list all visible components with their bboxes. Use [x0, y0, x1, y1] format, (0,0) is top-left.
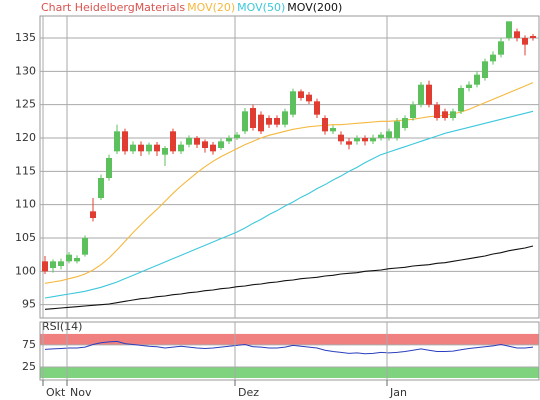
- y-tick-label: 105: [15, 231, 36, 244]
- candle-body: [434, 104, 440, 118]
- candle-body: [42, 261, 48, 272]
- candle-body: [442, 111, 448, 118]
- candle-body: [202, 141, 208, 148]
- candle-body: [162, 148, 168, 155]
- candle-body: [458, 88, 464, 112]
- candle-body: [186, 138, 192, 145]
- y-tick-label: 120: [15, 131, 36, 144]
- candle-body: [330, 128, 336, 132]
- chart-title: Chart HeidelbergMaterials: [41, 1, 185, 14]
- candle-body: [258, 114, 264, 132]
- candle-body: [354, 138, 360, 142]
- candle-body: [426, 84, 432, 105]
- x-tick-label: Nov: [70, 386, 92, 399]
- candle-body: [338, 134, 344, 142]
- candle-body: [402, 118, 408, 128]
- candle-body: [482, 61, 488, 78]
- candle-body: [274, 118, 280, 125]
- candle-body: [58, 261, 64, 266]
- candle-body: [170, 131, 176, 152]
- candle-body: [138, 144, 144, 152]
- candle-body: [362, 138, 368, 142]
- candle-body: [298, 91, 304, 98]
- y-tick-label: 110: [15, 198, 36, 211]
- moving-average-line: [44, 110, 534, 299]
- y-tick-label: 125: [15, 98, 36, 111]
- candle-body: [178, 144, 184, 152]
- y-tick-label: 130: [15, 64, 36, 77]
- candle-body: [146, 144, 152, 152]
- candle-body: [506, 21, 512, 38]
- candle-body: [290, 91, 296, 115]
- legend-entry: MOV(20): [187, 1, 235, 14]
- y-tick-label: 100: [15, 264, 36, 277]
- candle-body: [514, 31, 520, 38]
- candle-body: [194, 138, 200, 145]
- candle-body: [498, 41, 504, 55]
- candle-body: [410, 104, 416, 118]
- candle-body: [306, 94, 312, 102]
- candle-body: [490, 54, 496, 62]
- candle-body: [154, 144, 160, 152]
- candle-body: [386, 131, 392, 138]
- panel-title: RSI(14): [42, 320, 82, 333]
- x-tick-label: Okt: [46, 386, 66, 399]
- candle-body: [266, 118, 272, 125]
- y-tick-label: 25: [22, 360, 36, 373]
- candle-body: [466, 84, 472, 88]
- rsi-line: [44, 340, 534, 355]
- candle-body: [282, 111, 288, 125]
- candle-body: [122, 131, 128, 152]
- candle-body: [218, 141, 224, 148]
- candle-body: [66, 254, 72, 262]
- x-tick-label: Jan: [389, 386, 407, 399]
- candle-body: [50, 261, 56, 268]
- legend-entry: MOV(200): [287, 1, 342, 14]
- candle-body: [242, 111, 248, 132]
- candle-body: [378, 134, 384, 138]
- candle-body: [90, 211, 96, 218]
- rsi-band: [40, 366, 539, 379]
- candle-body: [346, 141, 352, 145]
- candle-body: [522, 38, 528, 45]
- y-tick-label: 95: [22, 298, 36, 311]
- candle-body: [250, 108, 256, 128]
- legend-entry: MOV(50): [237, 1, 285, 14]
- candle-body: [82, 238, 88, 255]
- x-tick-label: Dez: [238, 386, 259, 399]
- candle-body: [130, 144, 136, 152]
- y-tick-label: 75: [22, 338, 36, 351]
- candle-body: [530, 36, 536, 38]
- candle-body: [234, 134, 240, 138]
- plot-frame: [39, 15, 540, 319]
- candle-body: [370, 138, 376, 142]
- candle-body: [474, 74, 480, 85]
- y-tick-label: 135: [15, 31, 36, 44]
- candle-body: [210, 144, 216, 152]
- candle-body: [98, 178, 104, 198]
- candle-body: [114, 131, 120, 152]
- candle-body: [418, 84, 424, 105]
- moving-average-line: [44, 245, 534, 310]
- y-tick-label: 115: [15, 164, 36, 177]
- candle-body: [106, 158, 112, 178]
- candle-body: [314, 101, 320, 115]
- candle-body: [226, 138, 232, 142]
- candle-body: [74, 258, 80, 262]
- candle-body: [322, 118, 328, 132]
- rsi-band: [40, 333, 539, 345]
- candle-body: [394, 121, 400, 138]
- candle-body: [450, 111, 456, 118]
